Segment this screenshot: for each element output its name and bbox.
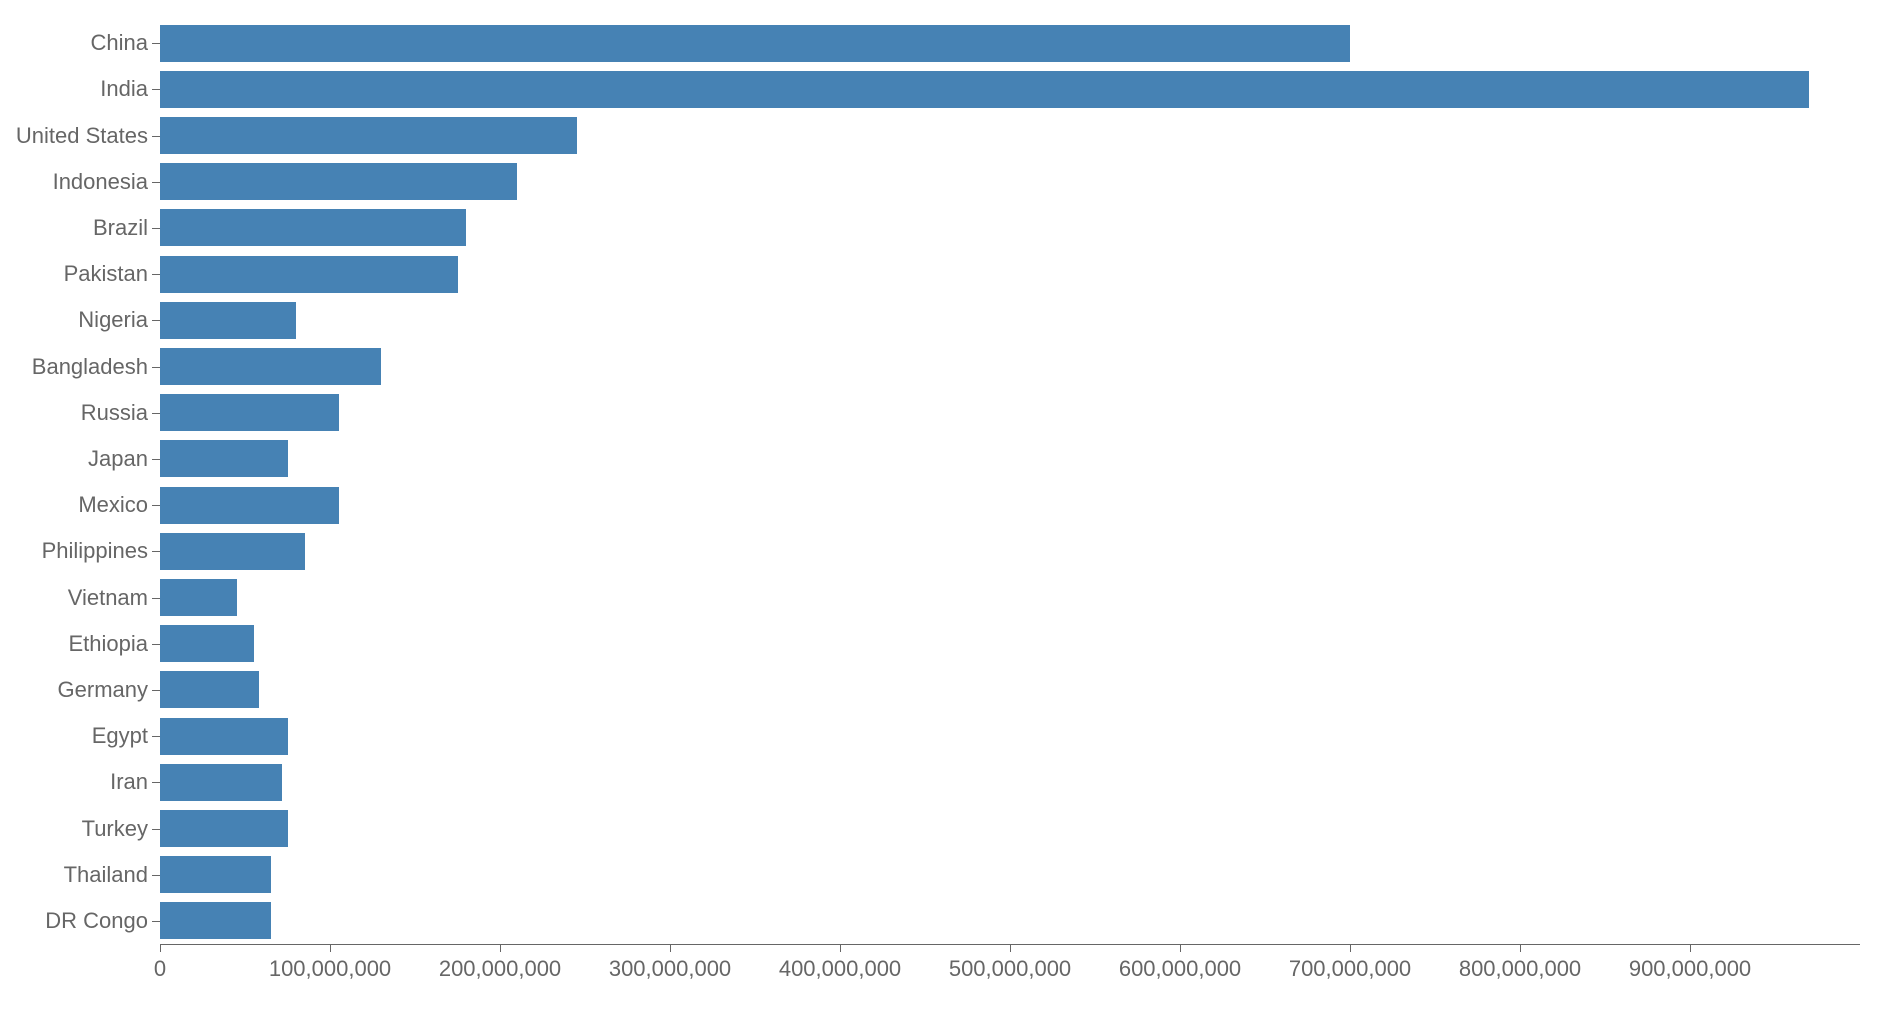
population-bar-chart: China India United States Indonesia Brazil Pa… bbox=[0, 0, 1890, 1014]
bar bbox=[160, 209, 466, 246]
bar bbox=[160, 487, 339, 524]
y-tick bbox=[152, 782, 160, 783]
bar bbox=[160, 440, 288, 477]
bar bbox=[160, 764, 282, 801]
y-tick bbox=[152, 551, 160, 552]
x-tick bbox=[160, 944, 161, 952]
y-axis-label: Philippines bbox=[42, 540, 148, 562]
y-tick bbox=[152, 736, 160, 737]
y-tick bbox=[152, 505, 160, 506]
y-tick bbox=[152, 43, 160, 44]
x-axis-label: 0 bbox=[154, 958, 166, 980]
y-axis-label: Indonesia bbox=[53, 171, 148, 193]
x-tick bbox=[1180, 944, 1181, 952]
x-tick bbox=[1690, 944, 1691, 952]
y-tick bbox=[152, 182, 160, 183]
x-tick bbox=[1520, 944, 1521, 952]
plot-area bbox=[160, 20, 1860, 944]
y-axis-label: Russia bbox=[81, 402, 148, 424]
y-axis-label: Iran bbox=[110, 771, 148, 793]
y-tick bbox=[152, 875, 160, 876]
bar bbox=[160, 579, 237, 616]
y-axis-label: Pakistan bbox=[64, 263, 148, 285]
x-tick bbox=[670, 944, 671, 952]
x-axis-label: 200,000,000 bbox=[439, 958, 561, 980]
y-axis-label: Egypt bbox=[92, 725, 148, 747]
y-tick bbox=[152, 228, 160, 229]
bar bbox=[160, 810, 288, 847]
y-tick bbox=[152, 644, 160, 645]
bar bbox=[160, 163, 517, 200]
y-axis-label: Nigeria bbox=[78, 309, 148, 331]
bar bbox=[160, 625, 254, 662]
bar bbox=[160, 117, 577, 154]
bar bbox=[160, 902, 271, 939]
y-tick bbox=[152, 459, 160, 460]
y-tick bbox=[152, 320, 160, 321]
y-axis-label: Vietnam bbox=[68, 587, 148, 609]
bar bbox=[160, 302, 296, 339]
y-axis-label: United States bbox=[16, 125, 148, 147]
bar bbox=[160, 71, 1809, 108]
x-tick bbox=[1010, 944, 1011, 952]
x-axis-label: 600,000,000 bbox=[1119, 958, 1241, 980]
bar bbox=[160, 533, 305, 570]
y-tick bbox=[152, 367, 160, 368]
x-tick bbox=[840, 944, 841, 952]
y-axis-label: Bangladesh bbox=[32, 356, 148, 378]
y-axis-label: Brazil bbox=[93, 217, 148, 239]
y-tick bbox=[152, 89, 160, 90]
y-axis-label: Turkey bbox=[82, 818, 148, 840]
x-axis-label: 500,000,000 bbox=[949, 958, 1071, 980]
y-axis-label: DR Congo bbox=[45, 910, 148, 932]
x-tick bbox=[500, 944, 501, 952]
y-axis-label: Mexico bbox=[78, 494, 148, 516]
x-axis-label: 800,000,000 bbox=[1459, 958, 1581, 980]
y-axis-label: Thailand bbox=[64, 864, 148, 886]
x-axis-label: 100,000,000 bbox=[269, 958, 391, 980]
bar bbox=[160, 671, 259, 708]
bar bbox=[160, 25, 1350, 62]
y-axis-label: Germany bbox=[58, 679, 148, 701]
bar bbox=[160, 718, 288, 755]
y-tick bbox=[152, 690, 160, 691]
y-tick bbox=[152, 598, 160, 599]
y-axis-label: Ethiopia bbox=[68, 633, 148, 655]
y-axis-label: China bbox=[91, 32, 148, 54]
x-axis-label: 400,000,000 bbox=[779, 958, 901, 980]
x-tick bbox=[330, 944, 331, 952]
bar bbox=[160, 856, 271, 893]
y-axis-label: India bbox=[100, 78, 148, 100]
y-tick bbox=[152, 136, 160, 137]
y-tick bbox=[152, 274, 160, 275]
y-tick bbox=[152, 413, 160, 414]
bar bbox=[160, 348, 381, 385]
x-tick bbox=[1350, 944, 1351, 952]
bar bbox=[160, 394, 339, 431]
x-axis-label: 900,000,000 bbox=[1629, 958, 1751, 980]
y-axis-label: Japan bbox=[88, 448, 148, 470]
x-axis-label: 300,000,000 bbox=[609, 958, 731, 980]
bar bbox=[160, 256, 458, 293]
y-tick bbox=[152, 829, 160, 830]
x-axis-label: 700,000,000 bbox=[1289, 958, 1411, 980]
y-tick bbox=[152, 921, 160, 922]
